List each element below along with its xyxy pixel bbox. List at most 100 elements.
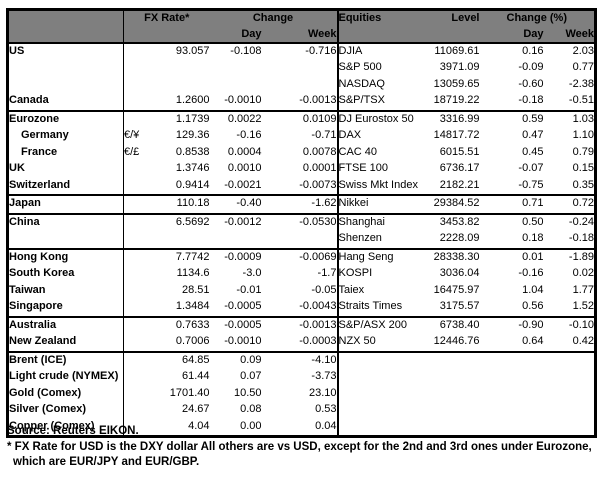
fx-note-line2: which are EUR/JPY and EUR/GBP. — [13, 456, 200, 468]
equity-day-change-cell: -0.16 — [518, 267, 544, 280]
fx-rate-header: FX Rate* — [123, 9, 210, 28]
equity-day-change-cell: 0.47 — [522, 129, 544, 142]
table-row: Switzerland 0.9414 -0.0021 -0.0073 Swiss… — [8, 177, 596, 195]
equity-day-change-cell: -0.75 — [518, 178, 544, 191]
equity-level-cell: 13059.65 — [433, 77, 480, 90]
fx-day-change-cell: -0.0010 — [224, 94, 262, 107]
fx-pair-symbol-cell — [123, 247, 150, 266]
equity-week-change-cell: -0.10 — [543, 315, 596, 334]
fx-pair-symbol-cell — [123, 177, 150, 195]
fx-pair-symbol-cell: €/£ — [123, 144, 150, 161]
fx-pair-symbol-cell — [123, 315, 150, 334]
fx-pair-symbol-cell — [123, 194, 150, 214]
equity-week-change-cell: 0.15 — [572, 162, 594, 175]
table-row: Copper (Comex) 4.04 0.00 0.04 — [8, 418, 596, 437]
country-cell: Gold (Comex) — [9, 386, 82, 399]
fx-rate-cell: 0.7633 — [149, 315, 210, 334]
fx-day-change-cell: 0.08 — [240, 403, 262, 416]
fx-day-change-cell: -3.0 — [242, 267, 262, 280]
equity-name-cell: DJ Eurostox 50 — [336, 109, 424, 128]
equity-week-header: Week — [543, 27, 596, 43]
equities-header: Equities — [336, 9, 424, 28]
equity-week-change-cell: 1.77 — [572, 283, 594, 296]
equity-name-cell: Swiss Mkt Index — [336, 177, 424, 195]
equity-week-change-cell: 0.77 — [572, 61, 594, 74]
country-cell: Silver (Comex) — [9, 403, 87, 416]
fx-week-change-cell: -1.62 — [261, 194, 338, 214]
equity-week-change-cell — [544, 402, 596, 419]
fx-week-change-cell: 0.0109 — [261, 109, 338, 128]
equity-week-change-cell: 1.03 — [543, 109, 596, 128]
country-cell: Copper (Comex) — [9, 419, 95, 432]
equity-week-change-cell: -2.38 — [568, 77, 594, 90]
country-cell: Singapore — [9, 300, 63, 313]
equity-name-cell: S&P/TSX — [336, 93, 424, 111]
fx-rate-cell: 0.7006 — [175, 335, 210, 348]
country-cell: Brent (ICE) — [7, 350, 124, 369]
equity-level-cell: 11069.61 — [434, 44, 480, 57]
fx-week-change-cell: 23.10 — [308, 386, 337, 399]
equity-level-cell: 28338.30 — [423, 247, 480, 266]
equity-day-change-cell: 0.01 — [479, 247, 544, 266]
equity-level-cell: 6738.40 — [423, 315, 480, 334]
country-cell: Canada — [9, 94, 49, 107]
equity-day-change-cell: -0.18 — [518, 94, 544, 107]
fx-pair-symbol-cell — [123, 161, 150, 178]
spacer-cell — [336, 27, 424, 43]
fx-week-change-cell: -0.0530 — [261, 212, 338, 231]
table-row: Canada 1.2600 -0.0010 -0.0013 S&P/TSX 18… — [8, 93, 596, 111]
table-row: France €/£ 0.8538 0.0004 0.0078 CAC 40 6… — [8, 144, 596, 161]
equity-level-cell: 3316.99 — [423, 109, 480, 128]
fx-rate-cell: 28.51 — [181, 283, 210, 296]
fx-pair-symbol-cell — [123, 212, 150, 231]
fx-week-change-cell: -0.0013 — [299, 94, 337, 107]
fx-week-change-cell: 0.04 — [315, 419, 337, 432]
equity-week-change-cell: -0.24 — [543, 212, 596, 231]
fx-week-change-cell: -0.0043 — [299, 300, 337, 313]
country-cell: South Korea — [9, 267, 75, 280]
equity-level-cell: 3971.09 — [439, 61, 480, 74]
fx-rate-cell: 1.3484 — [175, 300, 210, 313]
fx-day-change-cell — [210, 231, 262, 249]
fx-day-change-cell: 0.0010 — [227, 162, 262, 175]
country-cell: Japan — [7, 194, 124, 214]
equity-name-cell: S&P 500 — [336, 60, 424, 77]
equity-name-cell: FTSE 100 — [336, 161, 424, 178]
table-row: Japan 110.18 -0.40 -1.62 Nikkei 29384.52… — [7, 194, 596, 214]
country-cell: New Zealand — [9, 335, 77, 348]
fx-pair-symbol-cell — [123, 402, 150, 419]
table-row: Germany €/¥ 129.36 -0.16 -0.71 DAX 14817… — [8, 128, 596, 145]
equity-level-cell: 12446.76 — [433, 335, 480, 348]
equity-day-change-cell: 0.18 — [522, 232, 544, 245]
fx-pair-symbol-cell — [123, 266, 150, 283]
fx-day-header: Day — [209, 27, 262, 43]
equity-week-change-cell: -0.18 — [568, 232, 594, 245]
table-row: South Korea 1134.6 -3.0 -1.7 KOSPI 3036.… — [8, 266, 596, 283]
equity-week-change-cell: 0.02 — [572, 267, 594, 280]
fx-day-change-cell: -0.40 — [209, 194, 262, 214]
fx-rate-cell: 110.18 — [149, 194, 210, 214]
fx-rate-cell: 1.2600 — [175, 94, 210, 107]
equity-level-cell: 6015.51 — [439, 145, 480, 158]
fx-rate-cell: 6.5692 — [149, 212, 210, 231]
fx-week-header: Week — [261, 27, 338, 43]
fx-rate-cell: 1.3746 — [175, 162, 210, 175]
table-row: Taiwan 28.51 -0.01 -0.05 Taiex 16475.97 … — [8, 282, 596, 299]
country-cell: Taiwan — [9, 283, 46, 296]
fx-change-header: Change — [209, 9, 338, 28]
fx-pair-symbol-cell — [123, 60, 150, 77]
fx-rate-cell: 93.057 — [175, 44, 210, 57]
fx-week-change-cell — [262, 77, 338, 94]
fx-rate-cell: 24.67 — [181, 403, 210, 416]
footnote: Source: Reuters EIKON. * FX Rate for USD… — [7, 424, 597, 471]
table-row: Shenzen 2228.09 0.18 -0.18 — [8, 231, 596, 249]
table-row: Eurozone 1.1739 0.0022 0.0109 DJ Eurosto… — [7, 109, 596, 128]
equity-name-cell: Shenzen — [336, 231, 424, 249]
fx-rate-cell: 0.8538 — [175, 145, 210, 158]
fx-day-change-cell: -0.0010 — [224, 335, 262, 348]
spacer-cell — [423, 27, 480, 43]
equity-level-cell: 2182.21 — [439, 178, 480, 191]
equity-name-cell: Nikkei — [336, 194, 424, 214]
country-cell: Germany — [21, 129, 69, 142]
fx-rate-cell: 1.1739 — [149, 109, 210, 128]
